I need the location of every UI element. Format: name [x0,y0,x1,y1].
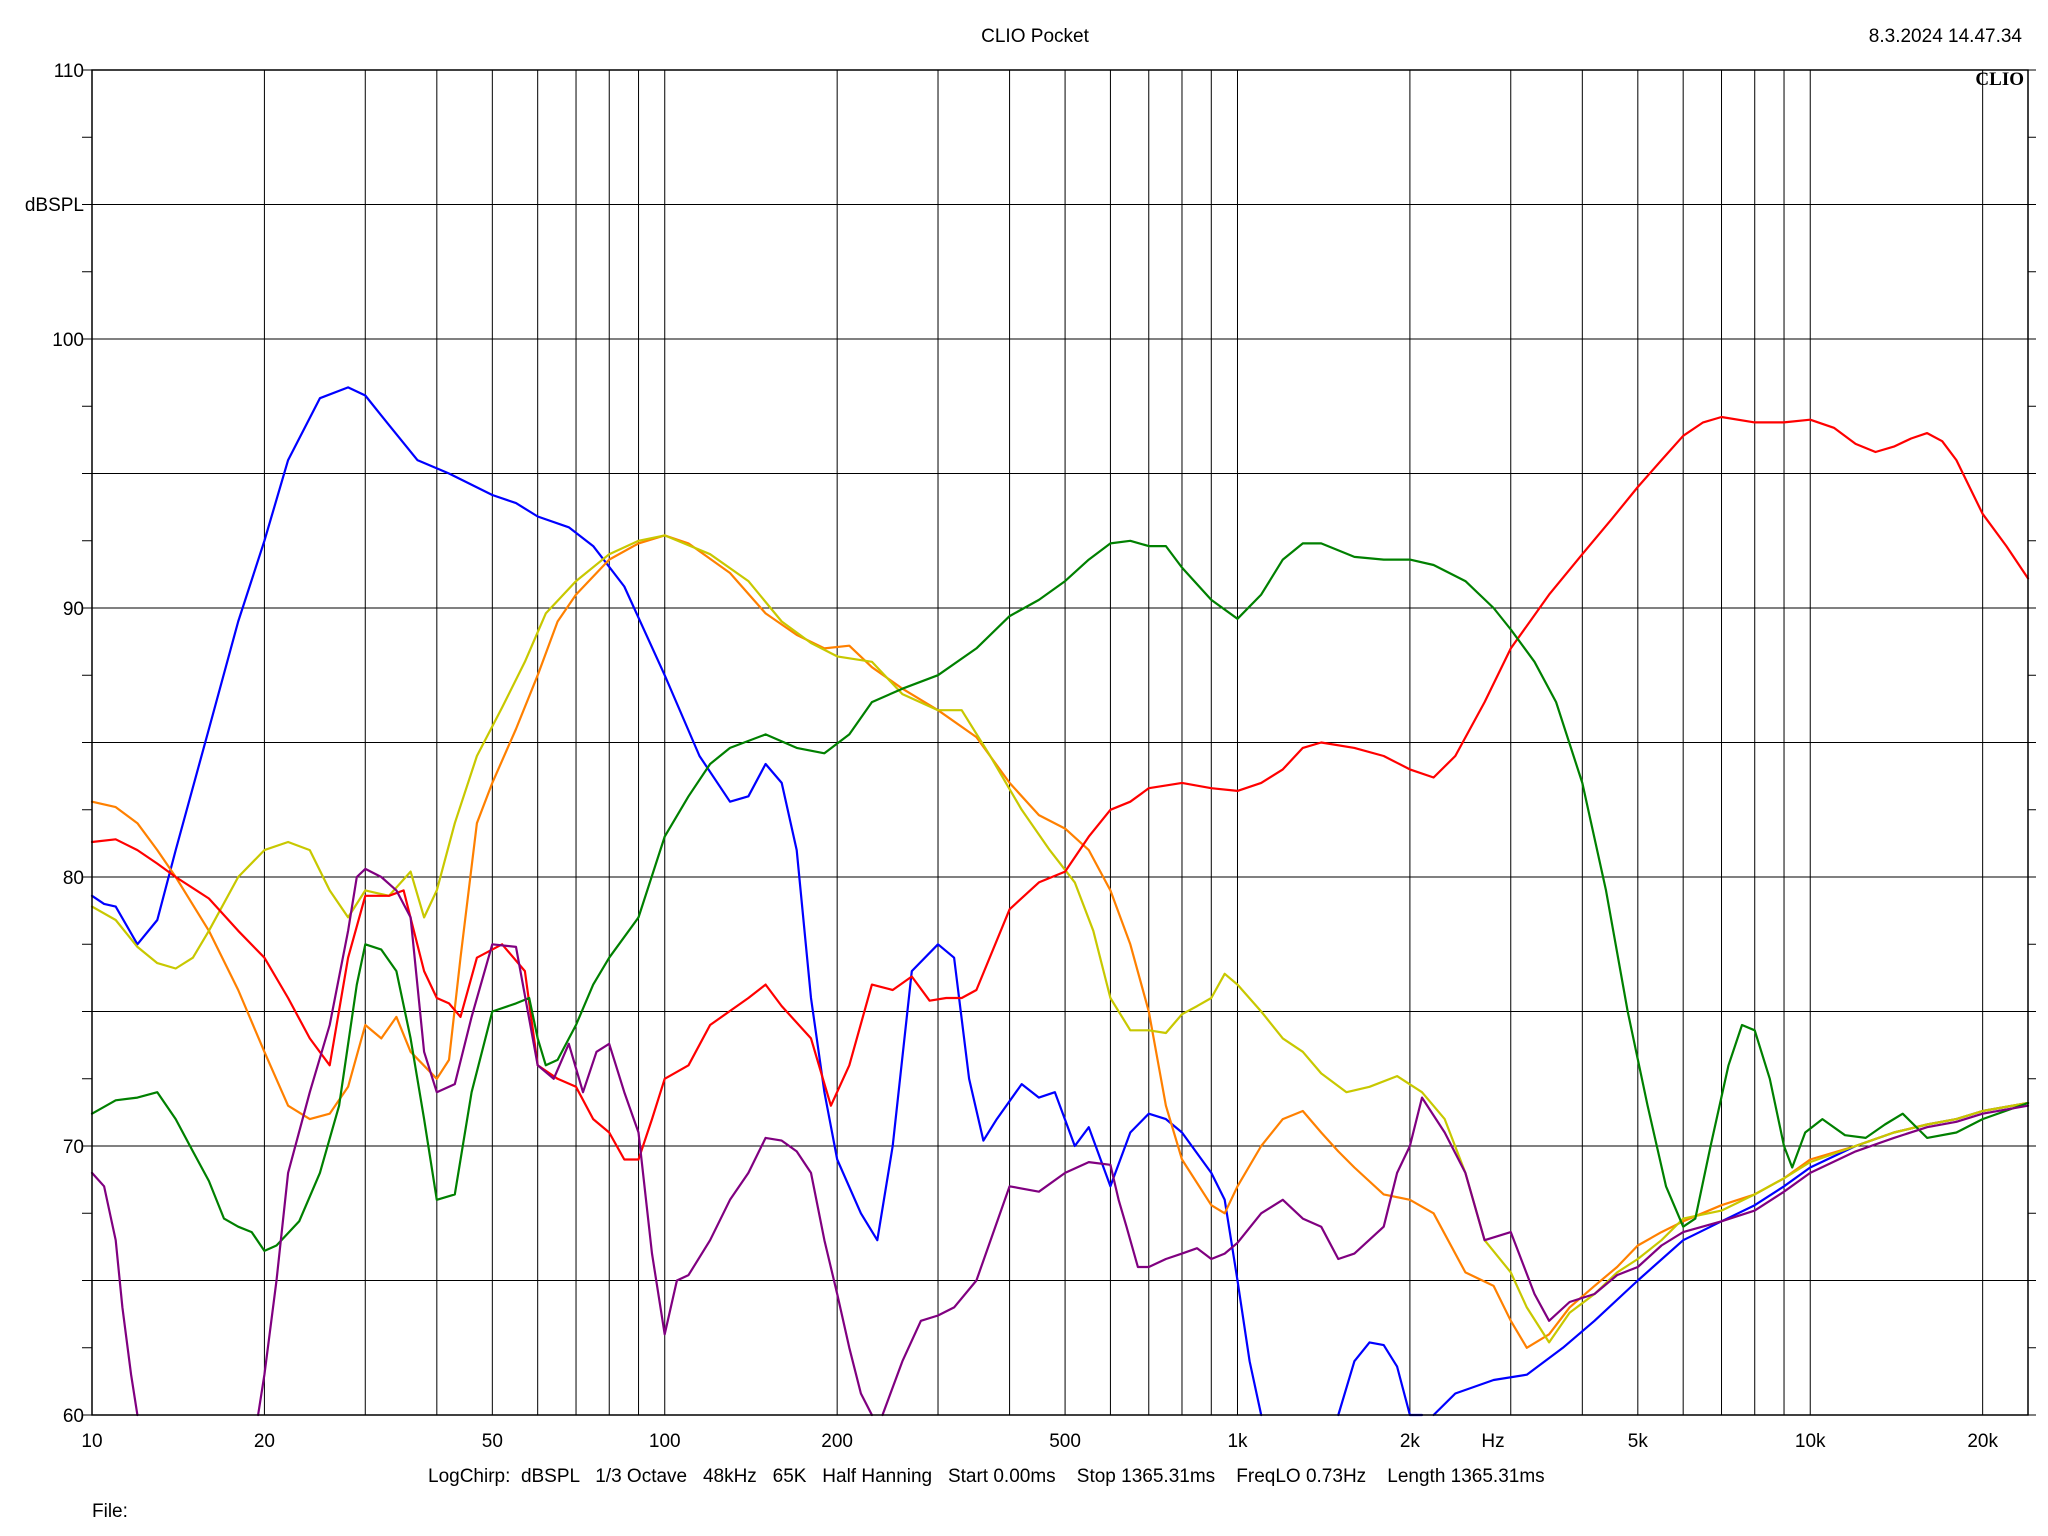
plot-frame [91,69,2029,1416]
y-tick-label: 100 [52,330,84,351]
x-tick-label: 20 [254,1431,275,1452]
y-axis-label: dBSPL [25,195,84,216]
y-tick-label: 90 [63,599,84,620]
series-line-9 [257,867,874,1417]
x-tick-label: 50 [482,1431,503,1452]
series-line-10 [881,1096,2030,1417]
series-line-3 [1432,1101,2030,1417]
timestamp: 8.3.2024 14.47.34 [1869,26,2023,47]
plot-lines [90,386,2030,1417]
clio-brand-label: CLIO [1975,69,2024,90]
y-tick-label: 70 [63,1137,84,1158]
series-line-5 [90,534,2030,1344]
y-tick-labels: 110 100 90 80 70 60 [52,61,84,1427]
series-line-1 [90,386,1263,1417]
x-tick-label: 1k [1227,1431,1248,1452]
x-tick-label: 10 [81,1431,102,1452]
y-tick-label: 110 [54,61,84,82]
series-line-8 [90,1171,139,1417]
x-axis-unit: Hz [1481,1431,1504,1452]
series-line-4 [90,534,2030,1349]
measurement-settings: LogChirp: dBSPL 1/3 Octave 48kHz 65K Hal… [428,1466,1545,1487]
x-tick-label: 5k [1628,1431,1649,1452]
x-tick-labels: 10 20 50 100 200 500 1k 2k 5k 10k 20k [81,1431,1998,1452]
x-tick-label: 200 [821,1431,853,1452]
x-tick-label: 20k [1967,1431,1998,1452]
x-tick-label: 10k [1795,1431,1826,1452]
x-tick-label: 2k [1400,1431,1421,1452]
y-tick-label: 80 [63,868,84,889]
series-line-6 [90,415,2030,1161]
chart-title: CLIO Pocket [981,26,1089,47]
x-tick-label: 100 [649,1431,681,1452]
x-tick-label: 500 [1049,1431,1081,1452]
series-line-7 [90,539,2030,1253]
file-label: File: [92,1501,128,1522]
y-tick-label: 60 [63,1406,84,1427]
